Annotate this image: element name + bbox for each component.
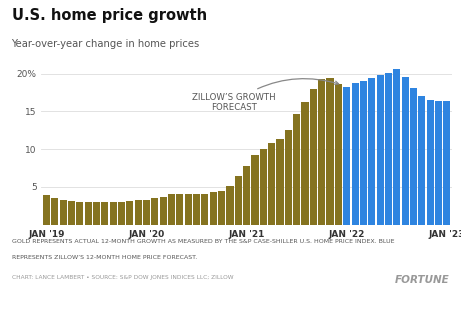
Bar (118, 202, 125, 225)
Bar (93, 202, 100, 225)
Text: FORTUNE: FORTUNE (395, 275, 449, 285)
Bar (301, 102, 308, 225)
Bar (168, 194, 175, 225)
Bar (185, 194, 192, 225)
Bar (135, 201, 142, 225)
Bar (343, 86, 350, 225)
Bar (368, 78, 375, 225)
Bar (318, 79, 325, 225)
Bar (293, 115, 300, 225)
Bar (77, 202, 83, 225)
Bar (435, 101, 442, 225)
Text: ZILLOW’S GROWTH
FORECAST: ZILLOW’S GROWTH FORECAST (192, 79, 338, 112)
Bar (335, 84, 342, 225)
Bar (418, 95, 426, 225)
Bar (268, 143, 275, 225)
Text: U.S. home price growth: U.S. home price growth (12, 8, 207, 23)
Bar (210, 192, 217, 225)
Bar (251, 155, 259, 225)
Bar (218, 192, 225, 225)
Bar (235, 176, 242, 225)
Text: GOLD REPRESENTS ACTUAL 12-MONTH GROWTH AS MEASURED BY THE S&P CASE-SHILLER U.S. : GOLD REPRESENTS ACTUAL 12-MONTH GROWTH A… (12, 239, 394, 244)
Bar (85, 202, 92, 225)
Bar (277, 139, 284, 225)
Bar (385, 73, 392, 225)
Text: REPRESENTS ZILLOW’S 12-MONTH HOME PRICE FORECAST.: REPRESENTS ZILLOW’S 12-MONTH HOME PRICE … (12, 255, 197, 260)
Text: CHART: LANCE LAMBERT • SOURCE: S&P DOW JONES INDICES LLC; ZILLOW: CHART: LANCE LAMBERT • SOURCE: S&P DOW J… (12, 275, 233, 280)
Bar (143, 200, 150, 225)
Bar (160, 197, 167, 225)
Bar (377, 75, 384, 225)
Bar (101, 202, 108, 225)
Bar (410, 88, 417, 225)
Text: Year-over-year change in home prices: Year-over-year change in home prices (12, 39, 200, 49)
Bar (393, 69, 400, 225)
Bar (310, 89, 317, 225)
Bar (402, 77, 408, 225)
Bar (285, 130, 292, 225)
Bar (59, 200, 67, 225)
Bar (326, 78, 334, 225)
Bar (360, 81, 367, 225)
Bar (110, 202, 117, 225)
Bar (177, 194, 183, 225)
Bar (43, 195, 50, 225)
Bar (351, 83, 359, 225)
Bar (51, 198, 59, 225)
Bar (68, 201, 75, 225)
Bar (226, 186, 234, 225)
Bar (243, 166, 250, 225)
Bar (126, 201, 133, 225)
Bar (151, 198, 159, 225)
Bar (426, 100, 434, 225)
Bar (260, 149, 267, 225)
Bar (443, 101, 450, 225)
Bar (201, 194, 208, 225)
Bar (193, 194, 200, 225)
